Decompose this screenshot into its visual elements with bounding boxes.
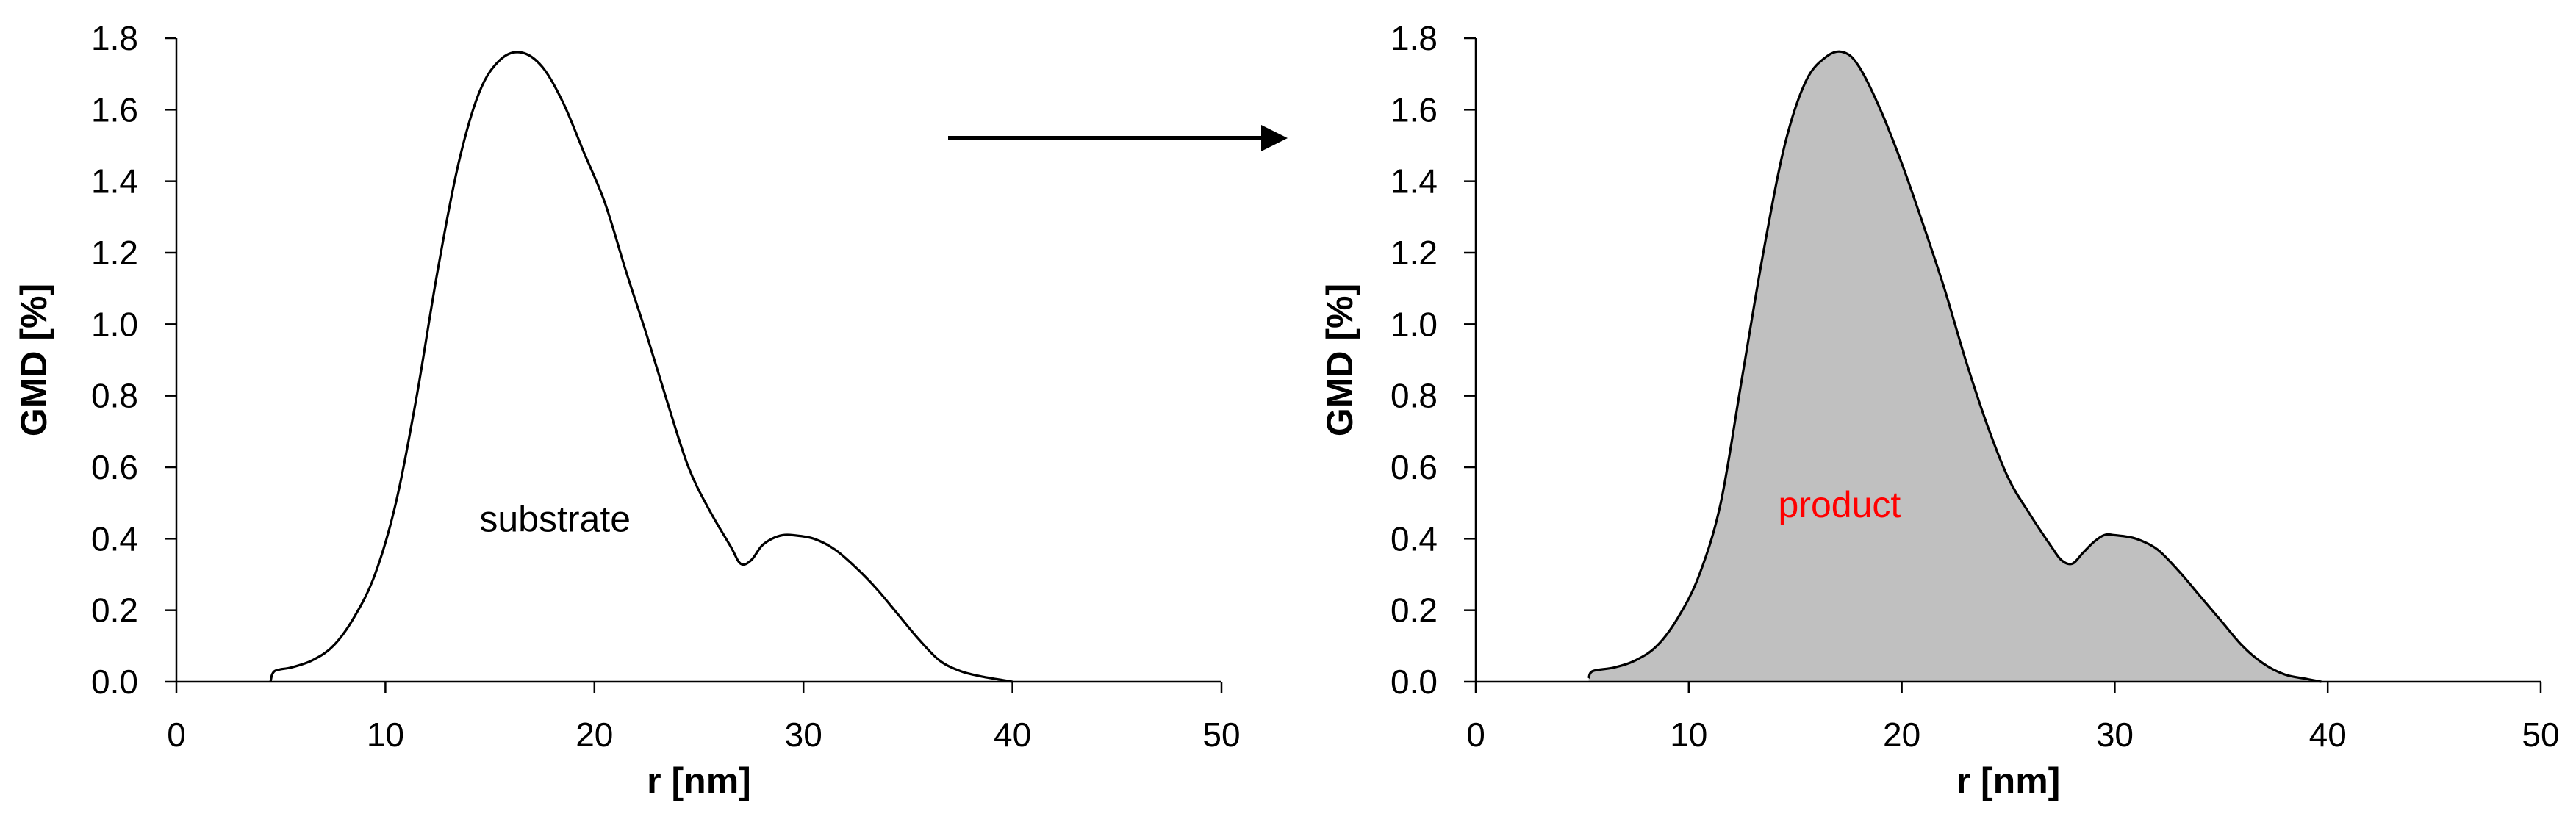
y-tick-label: 0.8	[91, 377, 138, 415]
y-tick-label: 1.2	[91, 234, 138, 272]
y-tick-label: 0.6	[1391, 448, 1438, 486]
x-tick-label: 10	[1670, 716, 1707, 754]
y-axis-title: GMD [%]	[13, 284, 54, 436]
y-tick-label: 1.4	[1391, 162, 1438, 201]
chart-annotation: product	[1779, 484, 1901, 525]
x-tick-label: 10	[367, 716, 404, 754]
series-0-line	[1587, 50, 2322, 683]
x-axis-title: r [nm]	[1956, 760, 2061, 801]
x-tick-label: 50	[1202, 716, 1240, 754]
y-tick-label: 1.0	[1391, 305, 1438, 343]
y-tick-label: 1.4	[91, 162, 138, 201]
x-tick-label: 20	[575, 716, 613, 754]
x-tick-label: 30	[785, 716, 822, 754]
y-tick-label: 1.8	[1391, 19, 1438, 57]
transition-arrow	[948, 125, 1288, 151]
y-tick-label: 1.6	[91, 90, 138, 129]
y-tick-label: 0.2	[91, 591, 138, 630]
y-tick-label: 0.6	[91, 448, 138, 486]
y-tick-label: 0.4	[1391, 519, 1438, 558]
y-tick-label: 0.2	[1391, 591, 1438, 630]
y-tick-label: 0.8	[1391, 377, 1438, 415]
x-tick-label: 40	[2309, 716, 2347, 754]
x-tick-label: 40	[994, 716, 1031, 754]
arrow-head	[1261, 125, 1288, 151]
series-0-line	[269, 51, 1013, 683]
x-tick-label: 0	[167, 716, 186, 754]
y-tick-label: 0.4	[91, 519, 138, 558]
x-tick-label: 30	[2096, 716, 2134, 754]
y-tick-label: 1.0	[91, 305, 138, 343]
y-tick-label: 1.2	[1391, 234, 1438, 272]
series-0-area	[1588, 51, 2322, 682]
x-tick-label: 20	[1883, 716, 1920, 754]
y-tick-label: 0.0	[91, 663, 138, 701]
product-chart: 0.0 0.2 0.4 0.6 0.8 1.0 1.2 1.4 1.6 1.8 0 10 20 30 40 5…	[1319, 19, 2560, 801]
y-tick-label: 1.8	[91, 19, 138, 57]
y-tick-label: 0.0	[1391, 663, 1438, 701]
substrate-chart: 0.0 0.2 0.4 0.6 0.8 1.0 1.2 1.4 1.6 1.8 0 10 20 30 40 5…	[13, 19, 1241, 801]
x-tick-label: 50	[2522, 716, 2559, 754]
x-tick-label: 0	[1466, 716, 1485, 754]
x-axis-title: r [nm]	[647, 760, 751, 801]
y-tick-label: 1.6	[1391, 90, 1438, 129]
chart-annotation: substrate	[479, 499, 631, 540]
y-axis-title: GMD [%]	[1319, 284, 1360, 436]
